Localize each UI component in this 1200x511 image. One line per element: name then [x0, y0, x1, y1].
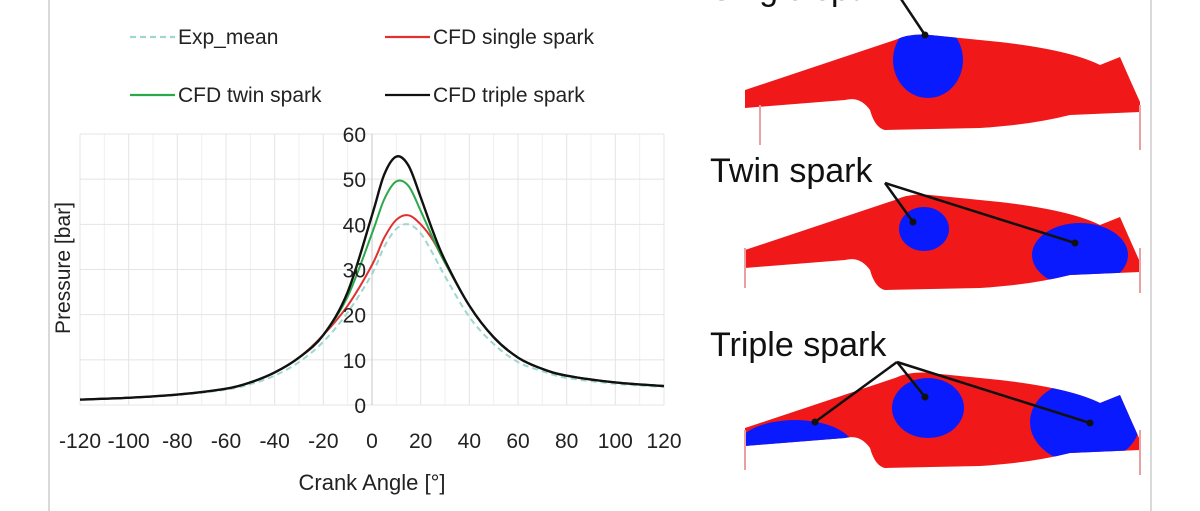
frame-left-border — [48, 0, 50, 511]
flame-kernel — [745, 420, 855, 468]
x-tick-label: -120 — [59, 430, 101, 453]
x-tick-label: 0 — [366, 430, 378, 453]
legend-label: CFD twin spark — [178, 84, 322, 107]
spark-pointer-line — [896, 360, 1091, 425]
y-tick-label: 40 — [343, 214, 366, 237]
x-tick-label: 120 — [646, 430, 681, 453]
x-tick-label: 20 — [409, 430, 432, 453]
flame-kernel — [892, 378, 964, 438]
legend-label: CFD triple spark — [433, 84, 585, 107]
x-tick-label: -100 — [108, 430, 150, 453]
panel-twin-spark: Twin spark — [710, 152, 1141, 293]
spark-plug-dot — [921, 31, 929, 39]
panel-title: Twin spark — [710, 152, 873, 190]
legend-label: CFD single spark — [433, 26, 595, 49]
spark-plug-dot — [921, 393, 929, 401]
x-tick-label: -20 — [308, 430, 338, 453]
x-tick-labels: -120 -100 -80 -60 -40 -20 0 20 40 60 80 100 120 — [59, 430, 682, 453]
spark-pointer-line — [900, 0, 927, 36]
panel-title: Single spark — [710, 0, 898, 8]
grid — [79, 133, 665, 406]
spark-plug-dot — [1071, 239, 1079, 247]
pressure-chart: 0 10 20 30 40 50 60 -120 -100 -80 -60 -40 -20 0 20 40 6… — [52, 26, 682, 495]
y-tick-labels: 0 10 20 30 40 50 60 — [343, 124, 366, 418]
x-tick-label: 60 — [506, 430, 529, 453]
y-tick-label: 0 — [354, 395, 366, 418]
spark-plug-dot — [811, 418, 819, 426]
series-line-exp-mean — [79, 223, 665, 401]
flame-kernel — [1032, 223, 1128, 287]
frame-right-border — [1150, 0, 1152, 511]
y-tick-label: 50 — [343, 169, 366, 192]
legend: Exp_mean CFD single spark CFD twin spark CF… — [130, 26, 595, 107]
flame-kernel — [893, 34, 963, 98]
y-tick-label: 10 — [343, 350, 366, 373]
panel-title: Triple spark — [710, 326, 887, 364]
x-tick-label: 40 — [458, 430, 481, 453]
legend-label: Exp_mean — [178, 26, 278, 49]
x-axis-label: Crank Angle [°] — [299, 470, 446, 495]
spark-pointer-line — [883, 182, 915, 223]
spark-plug-dot — [909, 218, 917, 226]
spark-panels: Single spark Twin spark Triple spark — [710, 0, 1141, 475]
y-axis-label: Pressure [bar] — [52, 202, 75, 334]
spark-plug-dot — [1086, 419, 1094, 427]
panel-single-spark: Single spark — [710, 0, 1141, 150]
panel-triple-spark: Triple spark — [710, 326, 1141, 475]
x-tick-label: -80 — [162, 430, 192, 453]
x-tick-label: -60 — [211, 430, 241, 453]
y-tick-label: 20 — [343, 305, 366, 328]
series-lines — [79, 155, 665, 401]
x-tick-label: 100 — [598, 430, 633, 453]
spark-pointer-line — [884, 181, 1076, 245]
y-tick-label: 30 — [343, 260, 366, 283]
spark-pointer-line — [814, 360, 898, 424]
series-line-cfd-triple-spark — [79, 155, 665, 401]
spark-pointer-line — [896, 361, 926, 398]
x-tick-label: -40 — [259, 430, 289, 453]
x-tick-label: 80 — [555, 430, 578, 453]
y-tick-label: 60 — [343, 124, 366, 147]
